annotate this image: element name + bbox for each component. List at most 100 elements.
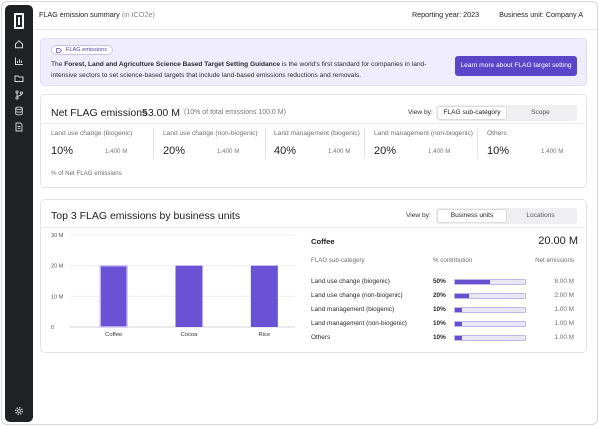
percent-footnote: % of Net FLAG emissions — [51, 170, 122, 177]
top3-title: Top 3 FLAG emissions by business units — [51, 210, 241, 222]
top-bar: FLAG emission summary (in tCO2e) Reporti… — [39, 10, 583, 22]
column-contribution: % contribution — [433, 257, 473, 264]
settings-icon[interactable] — [14, 406, 24, 416]
category-percent: 20% — [163, 145, 186, 157]
category-percent: 10% — [487, 145, 510, 157]
contribution-bar — [454, 321, 526, 327]
business-unit-label: Business unit: — [499, 10, 544, 19]
report-context: Reporting year: 2023 Business unit: Comp… — [412, 10, 583, 19]
reporting-year-label: Reporting year: — [411, 10, 462, 19]
contribution-bar-fill — [455, 294, 469, 298]
column-net-emissions: Net emissions — [535, 257, 574, 264]
home-icon[interactable] — [14, 39, 24, 49]
page-title: FLAG emission summary (in tCO2e) — [39, 10, 155, 19]
tag-icon — [56, 48, 62, 53]
contribution-bar — [454, 307, 526, 313]
bar-rice — [250, 265, 278, 327]
title-unit: (in tCO2e) — [121, 10, 155, 19]
contribution-bar — [454, 293, 526, 299]
card-divider — [42, 123, 585, 124]
business-units-bar-chart: 0 10 M 20 M 30 M Coffee Cocoa Rice — [51, 231, 301, 343]
column-sub-category: FLAG sub-category — [311, 257, 365, 264]
info-banner: FLAG emissions The Forest, Land and Agri… — [40, 38, 587, 86]
category-separator — [364, 128, 365, 158]
x-tick-label: Cocoa — [181, 332, 199, 338]
view-by-label: View by: — [408, 109, 433, 116]
reporting-year-value[interactable]: 2023 — [463, 10, 480, 19]
net-emissions-value: 53.00 M — [142, 107, 180, 119]
tab-flag-sub-category[interactable]: FLAG sub-category — [438, 107, 506, 119]
row-contribution: 10% — [433, 306, 446, 313]
category-separator — [477, 128, 478, 158]
row-net-emissions: 2.00 M — [554, 292, 574, 299]
contribution-bar-fill — [455, 336, 462, 340]
row-net-emissions: 1.00 M — [554, 320, 574, 327]
table-row: Land use change (non-biogenic) 20% 2.00 M — [311, 292, 578, 302]
category-land-use-change-non-biogenic: Land use change (non-biogenic) 20% 1.400… — [163, 130, 258, 157]
category-percent: 10% — [51, 145, 74, 157]
contribution-bar-fill — [455, 322, 462, 326]
banner-text-bold: Forest, Land and Agriculture Science Bas… — [64, 61, 281, 68]
card-divider — [42, 227, 585, 228]
selected-unit-name: Coffee — [311, 237, 335, 246]
row-contribution: 10% — [433, 334, 446, 341]
row-sub-category: Land use change (biogenic) — [311, 278, 390, 285]
y-tick-label: 20 M — [51, 264, 64, 270]
category-percent: 20% — [374, 145, 397, 157]
category-amount: 1.400 M — [328, 148, 351, 155]
contribution-bar — [454, 279, 526, 285]
row-contribution: 20% — [433, 292, 446, 299]
row-net-emissions: 1.00 M — [554, 334, 574, 341]
selected-unit-total: 20.00 M — [538, 235, 578, 247]
bar-coffee — [99, 264, 128, 328]
net-emissions-title: Net FLAG emissions — [51, 107, 148, 119]
view-by-toggle: Business units Locations — [436, 208, 577, 224]
contribution-bar — [454, 335, 526, 341]
net-flag-emissions-card: Net FLAG emissions 53.00 M (10% of total… — [40, 94, 587, 188]
row-sub-category: Land use change (non-biogenic) — [311, 292, 403, 299]
table-row: Land management (biogenic) 10% 1.00 M — [311, 306, 578, 316]
row-contribution: 10% — [433, 320, 446, 327]
table-row: Others 10% 1.00 M — [311, 334, 578, 344]
y-tick-label: 10 M — [51, 294, 64, 300]
category-amount: 1.400 M — [428, 148, 451, 155]
view-by-toggle: FLAG sub-category Scope — [436, 105, 577, 121]
document-icon[interactable] — [14, 122, 24, 132]
category-percent: 40% — [274, 145, 297, 157]
branch-icon[interactable] — [14, 90, 24, 100]
category-land-use-change-biogenic: Land use change (biogenic) 10% 1.400 M — [51, 130, 133, 157]
category-land-management-biogenic: Land management (biogenic) 40% 1.400 M — [274, 130, 360, 157]
tab-scope[interactable]: Scope — [531, 109, 550, 116]
row-net-emissions: 8.00 M — [554, 278, 574, 285]
business-unit-value[interactable]: Company A — [545, 10, 583, 19]
bar-chart-svg: 0 10 M 20 M 30 M Coffee Cocoa Rice — [51, 233, 295, 338]
bar-cocoa — [175, 265, 203, 327]
category-amount: 1.400 M — [217, 148, 240, 155]
header-divider — [35, 29, 597, 30]
contribution-bar-fill — [455, 280, 490, 284]
category-land-management-non-biogenic: Land management (non-biogenic) 20% 1.400… — [374, 130, 473, 157]
contribution-bar-fill — [455, 308, 462, 312]
y-tick-label: 0 — [51, 325, 54, 331]
tab-locations[interactable]: Locations — [526, 212, 555, 219]
learn-more-button[interactable]: Learn more about FLAG target setting — [455, 56, 577, 76]
row-contribution: 50% — [433, 278, 446, 285]
banner-text: The Forest, Land and Agriculture Science… — [51, 61, 427, 79]
row-sub-category: Land management (non-biogenic) — [311, 320, 407, 327]
logo-icon — [14, 13, 24, 29]
table-row: Land management (non-biogenic) 10% 1.00 M — [311, 320, 578, 330]
table-row: Land use change (biogenic) 50% 8.00 M — [311, 278, 578, 288]
category-amount: 1.400 M — [541, 148, 564, 155]
top3-business-units-card: Top 3 FLAG emissions by business units V… — [40, 199, 587, 353]
y-tick-label: 30 M — [51, 233, 64, 239]
view-by-label: View by: — [406, 212, 431, 219]
tab-business-units[interactable]: Business units — [438, 210, 506, 222]
folder-icon[interactable] — [14, 73, 24, 83]
x-tick-label: Coffee — [105, 332, 122, 338]
row-sub-category: Land management (biogenic) — [311, 306, 395, 313]
database-icon[interactable] — [14, 106, 24, 116]
net-emissions-note: (10% of total emissions 100.0 M) — [184, 109, 286, 116]
category-separator — [265, 128, 266, 158]
bar-chart-icon[interactable] — [14, 56, 24, 66]
